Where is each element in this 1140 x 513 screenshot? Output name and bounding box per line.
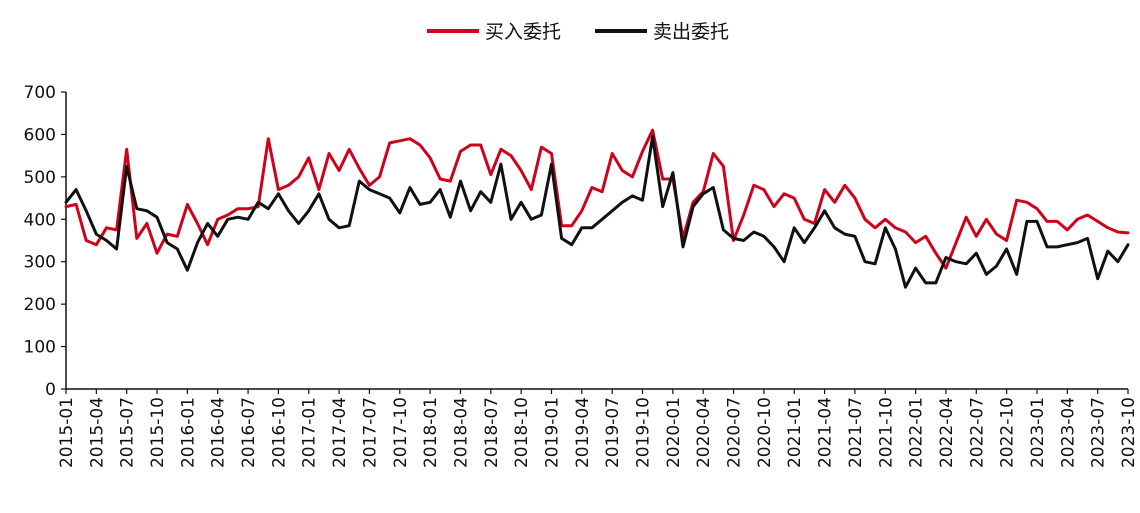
x-tick-label: 2016-10	[269, 397, 289, 468]
legend-item-sell: 卖出委托	[595, 21, 729, 43]
y-tick-label: 500	[24, 168, 56, 188]
x-tick-label: 2017-10	[391, 397, 411, 468]
y-axis: 0 100 200 300 400 500 600 700	[24, 83, 67, 400]
x-tick-label: 2015-07	[118, 397, 138, 468]
y-tick-label: 100	[24, 338, 56, 358]
x-tick-label: 2017-07	[360, 397, 380, 468]
x-tick-label: 2020-10	[755, 397, 775, 468]
y-tick-label: 600	[24, 125, 56, 145]
x-tick-label: 2019-04	[573, 397, 593, 468]
x-tick-label: 2020-04	[694, 397, 714, 468]
x-tick-label: 2023-07	[1089, 397, 1109, 468]
legend-item-buy: 买入委托	[427, 21, 561, 43]
x-tick-label: 2022-10	[998, 397, 1018, 468]
x-tick-label: 2016-01	[178, 397, 198, 468]
x-tick-label: 2023-04	[1058, 397, 1078, 468]
x-tick-label: 2022-07	[967, 397, 987, 468]
x-tick-label: 2020-01	[664, 397, 684, 468]
x-tick-label: 2021-04	[816, 397, 836, 468]
x-tick-label: 2021-07	[846, 397, 866, 468]
x-tick-label: 2018-04	[451, 397, 471, 468]
x-tick-label: 2021-01	[785, 397, 805, 468]
y-tick-label: 300	[24, 253, 56, 273]
legend-label: 卖出委托	[653, 21, 729, 43]
legend: 买入委托 卖出委托	[427, 21, 729, 43]
series-line-sell	[64, 135, 1130, 289]
x-tick-label: 2022-01	[907, 397, 927, 468]
legend-label: 买入委托	[485, 21, 561, 43]
x-tick-label: 2017-01	[300, 397, 320, 468]
series-layer	[64, 128, 1130, 289]
y-tick-label: 200	[24, 295, 56, 315]
x-tick-label: 2020-07	[725, 397, 745, 468]
x-tick-label: 2017-04	[330, 397, 350, 468]
x-tick-label: 2018-10	[512, 397, 532, 468]
x-tick-label: 2023-01	[1028, 397, 1048, 468]
y-tick-label: 700	[24, 83, 56, 103]
x-tick-label: 2015-04	[87, 397, 107, 468]
x-tick-label: 2018-07	[482, 397, 502, 468]
x-tick-label: 2015-01	[57, 397, 77, 468]
x-tick-label: 2016-07	[239, 397, 259, 468]
x-tick-label: 2021-10	[876, 397, 896, 468]
x-tick-label: 2015-10	[148, 397, 168, 468]
x-tick-label: 2019-07	[603, 397, 623, 468]
y-tick-label: 400	[24, 210, 56, 230]
x-axis: 2015-01 2015-04 2015-07 2015-10 2016-01 2016-…	[57, 388, 1139, 468]
y-tick-label: 0	[45, 380, 56, 400]
x-tick-label: 2023-10	[1119, 397, 1139, 468]
series-line-buy	[64, 128, 1130, 270]
x-tick-label: 2019-10	[634, 397, 654, 468]
x-tick-label: 2018-01	[421, 397, 441, 468]
x-tick-label: 2019-01	[542, 397, 562, 468]
x-tick-label: 2016-04	[209, 397, 229, 468]
x-tick-label: 2022-04	[937, 397, 957, 468]
